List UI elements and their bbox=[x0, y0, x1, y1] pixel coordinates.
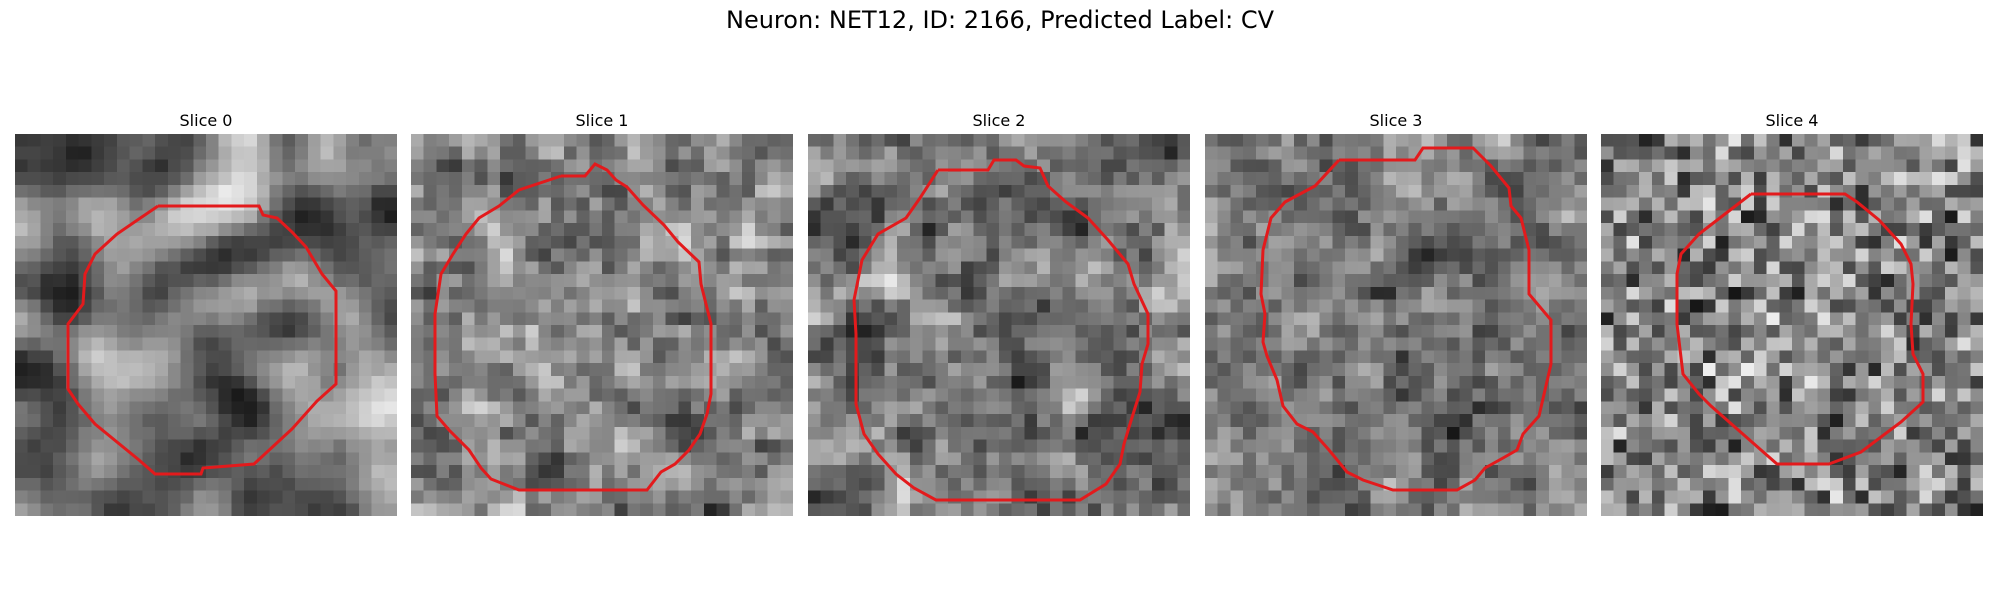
roi-contour bbox=[1675, 192, 1925, 466]
roi-contour bbox=[852, 158, 1150, 502]
slice-image-frame bbox=[1205, 134, 1587, 516]
slice-image bbox=[411, 134, 793, 516]
slice-panel-3: Slice 3 bbox=[1205, 108, 1587, 516]
slice-title: Slice 4 bbox=[1765, 111, 1819, 130]
slice-image-frame bbox=[808, 134, 1190, 516]
slice-image bbox=[1601, 134, 1983, 516]
slice-panel-4: Slice 4 bbox=[1601, 108, 1983, 516]
roi-contour bbox=[433, 162, 713, 492]
slice-panel-1: Slice 1 bbox=[411, 108, 793, 516]
slice-panel-0: Slice 0 bbox=[15, 108, 397, 516]
slice-image bbox=[15, 134, 397, 516]
figure-title: Neuron: NET12, ID: 2166, Predicted Label… bbox=[726, 6, 1274, 34]
slice-title: Slice 2 bbox=[972, 111, 1026, 130]
slice-image bbox=[808, 134, 1190, 516]
slice-image-frame bbox=[1601, 134, 1983, 516]
slice-panel-2: Slice 2 bbox=[808, 108, 1190, 516]
slice-image bbox=[1205, 134, 1587, 516]
slice-title: Slice 0 bbox=[179, 111, 233, 130]
slice-title: Slice 3 bbox=[1369, 111, 1423, 130]
roi-contour bbox=[66, 204, 338, 476]
slice-image-frame bbox=[15, 134, 397, 516]
roi-contour bbox=[1259, 146, 1553, 492]
slice-title: Slice 1 bbox=[575, 111, 629, 130]
slice-image-frame bbox=[411, 134, 793, 516]
